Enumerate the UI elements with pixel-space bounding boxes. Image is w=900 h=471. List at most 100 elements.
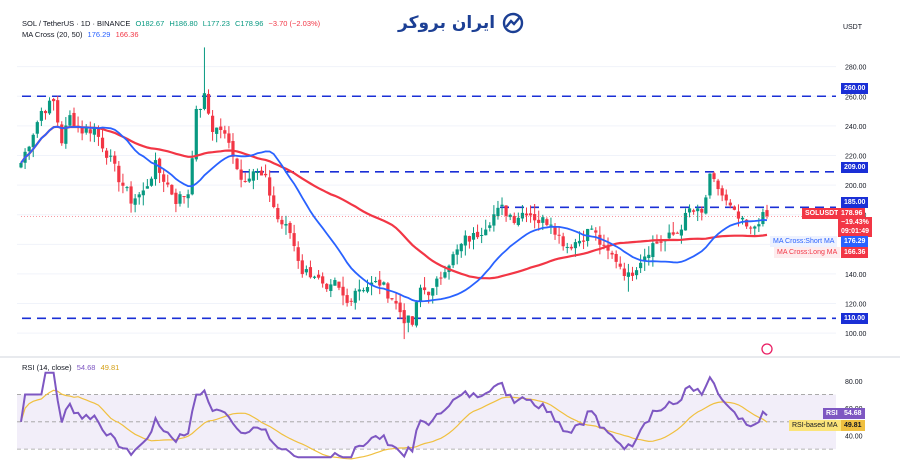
rsi-legend[interactable]: RSI (14, close) 54.68 49.81 — [22, 363, 122, 372]
candle-body — [84, 127, 88, 133]
candle-body — [573, 242, 578, 249]
candle-body — [251, 171, 255, 181]
candle-body — [337, 281, 341, 288]
candle-body — [667, 232, 671, 239]
candle-body — [683, 212, 688, 231]
candle-body — [712, 173, 716, 180]
candle-body — [31, 134, 35, 148]
candle-body — [276, 208, 280, 220]
candle-body — [117, 165, 121, 183]
level-tag-110: 110.00 — [841, 313, 869, 324]
candle-body — [210, 115, 215, 132]
y-tick-label: 240.00 — [845, 124, 867, 131]
rsi-tick-label: 80.00 — [845, 379, 863, 386]
ma-cross-legend[interactable]: MA Cross (20, 50) 176.29 166.36 — [22, 30, 142, 39]
rsi-tick-label: 40.00 — [845, 433, 863, 440]
short-ma-label: MA Cross:Short MA — [770, 236, 838, 247]
low-value: L177.23 — [202, 19, 230, 28]
brand-logo: ایران بروکر — [398, 12, 525, 34]
candle-body — [263, 173, 268, 176]
rsi-label-tag: RSI — [823, 408, 841, 419]
candle-body — [129, 186, 133, 204]
candle-body — [581, 240, 586, 242]
level-tag-260: 260.00 — [841, 83, 869, 94]
price-tag: 178.96 — [838, 208, 866, 219]
candle-body — [471, 233, 476, 240]
candle-body — [484, 229, 488, 236]
pct-tag: −19.43% — [838, 217, 872, 228]
candle-body — [300, 260, 304, 275]
candle-body — [577, 240, 582, 244]
candle-body — [639, 262, 643, 269]
short-ma-tag: 176.29 — [841, 236, 869, 247]
y-tick-label: 200.00 — [845, 183, 867, 190]
y-tick-label: 260.00 — [845, 94, 867, 101]
candle-body — [541, 217, 545, 223]
candle-body — [512, 215, 516, 223]
candle-body — [280, 219, 284, 225]
candle-body — [602, 244, 606, 246]
candle-body — [215, 127, 219, 134]
candle-body — [496, 207, 500, 217]
candle-body — [610, 252, 614, 255]
candle-body — [724, 194, 728, 201]
candle-body — [100, 137, 105, 149]
candle-body — [745, 219, 749, 227]
candle-body — [643, 256, 647, 262]
y-tick-label: 220.00 — [845, 153, 867, 160]
candle-body — [524, 213, 529, 216]
candle-body — [329, 284, 333, 291]
candle-body — [427, 291, 431, 296]
candle-body — [480, 234, 484, 236]
rsi-value: 54.68 — [76, 363, 96, 372]
candle-body — [259, 170, 264, 176]
candle-body — [716, 180, 720, 190]
candle-body — [357, 289, 361, 292]
candle-body — [561, 236, 565, 247]
long-ma-label: MA Cross:Long MA — [774, 247, 841, 258]
change-value: −3.70 (−2.03%) — [268, 19, 321, 28]
candle-body — [198, 108, 202, 110]
candle-body — [96, 127, 101, 137]
y-tick-label: 280.00 — [845, 65, 867, 72]
short-ma-line — [20, 125, 768, 303]
candle-body — [537, 219, 541, 224]
y-tick-label: 120.00 — [845, 302, 867, 309]
rsi-label: RSI (14, close) — [22, 363, 72, 372]
candle-body — [422, 287, 427, 291]
candle-body — [27, 146, 31, 152]
candle-body — [594, 230, 598, 233]
level-tag-185: 185.00 — [841, 197, 869, 208]
candle-body — [47, 100, 52, 114]
candle-body — [467, 236, 472, 242]
candle-body — [692, 210, 696, 212]
candle-body — [614, 253, 618, 262]
candle-body — [414, 302, 419, 326]
candle-body — [435, 278, 439, 287]
candle-body — [557, 234, 561, 236]
candle-body — [243, 180, 247, 182]
candle-body — [92, 128, 96, 135]
countdown-tag: 09:01:49 — [838, 226, 873, 237]
candle-body — [418, 287, 423, 302]
candle-body — [178, 194, 182, 204]
y-tick-label: 100.00 — [845, 331, 867, 338]
candle-body — [634, 270, 639, 276]
candle-body — [475, 231, 480, 238]
candle-body — [121, 182, 125, 186]
candle-body — [565, 246, 569, 248]
candle-body — [325, 283, 329, 290]
candle-body — [757, 224, 761, 227]
candle-body — [88, 129, 92, 134]
candle-body — [655, 241, 659, 244]
candle-body — [590, 228, 594, 230]
candle-body — [43, 110, 48, 114]
candle-body — [378, 279, 382, 286]
candle-body — [308, 267, 313, 278]
candle-body — [533, 214, 537, 221]
pair-label: SOL / TetherUS · 1D · BINANCE — [22, 19, 131, 28]
ma-short-value: 176.29 — [87, 30, 111, 39]
candle-body — [162, 174, 166, 182]
candle-body — [647, 254, 651, 258]
